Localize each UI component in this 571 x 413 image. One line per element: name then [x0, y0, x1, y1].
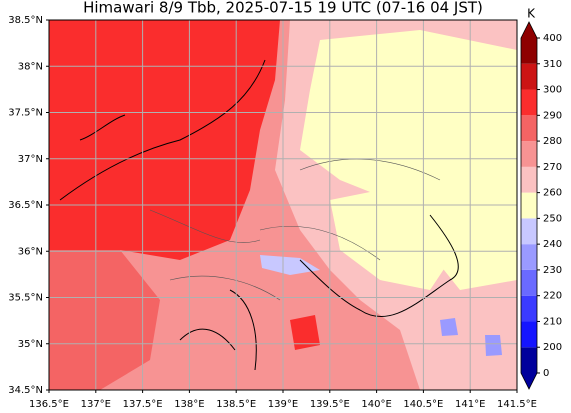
- lat-tick-label: 35°N: [18, 339, 43, 350]
- colorbar-tick-label: 0: [543, 368, 549, 379]
- lon-tick-label: 141.5°E: [497, 399, 537, 409]
- lat-tick-label: 36.5°N: [8, 200, 43, 211]
- title: Himawari 8/9 Tbb, 2025-07-15 19 UTC (07-…: [83, 0, 483, 17]
- lon-tick-label: 140°E: [361, 399, 391, 409]
- colorbar-segment: [521, 141, 537, 167]
- colorbar-segment: [521, 321, 537, 348]
- colorbar-segment: [521, 347, 537, 373]
- lon-tick-label: 141°E: [455, 399, 485, 409]
- colorbar-segment: [521, 63, 537, 90]
- lat-tick-label: 37.5°N: [8, 108, 43, 119]
- lat-tick-label: 38.5°N: [8, 15, 43, 26]
- lat-tick-label: 34.5°N: [8, 385, 43, 396]
- colorbar-tick-label: 230: [543, 265, 562, 276]
- lon-tick-label: 138.5°E: [216, 399, 256, 409]
- colorbar-tick-label: 290: [543, 110, 562, 121]
- colorbar-extend-top: [521, 22, 537, 38]
- coastline: [59, 59, 459, 371]
- lon-tick-label: 140.5°E: [403, 399, 443, 409]
- colorbar-segment: [521, 115, 537, 142]
- lat-tick-label: 37°N: [18, 154, 43, 165]
- field-cold: [330, 190, 450, 290]
- colorbar-extend-bottom: [521, 373, 537, 389]
- colorbar-tick-label: 210: [543, 316, 562, 327]
- field-cloud: [485, 335, 502, 356]
- lat-tick-label: 35.5°N: [8, 293, 43, 304]
- prefecture-border: [149, 158, 441, 301]
- colorbar-tick-label: 260: [543, 188, 562, 199]
- field-cold: [300, 30, 517, 290]
- colorbar-segment: [521, 89, 537, 116]
- lon-tick-label: 137°E: [81, 399, 111, 409]
- colorbar-segment: [521, 269, 537, 296]
- field-warm: [290, 315, 320, 350]
- colorbar-segment: [521, 218, 537, 245]
- field-warm: [49, 20, 280, 260]
- lon-tick-label: 138°E: [174, 399, 204, 409]
- colorbar-tick-label: 250: [543, 213, 562, 224]
- lon-tick-label: 139.5°E: [310, 399, 350, 409]
- lat-tick-label: 36°N: [18, 246, 43, 257]
- colorbar-tick-label: 240: [543, 239, 562, 250]
- lat-tick-label: 38°N: [18, 61, 43, 72]
- colorbar-segment: [521, 295, 537, 322]
- lon-tick-label: 136.5°E: [29, 399, 69, 409]
- lon-tick-label: 137.5°E: [123, 399, 163, 409]
- colorbar-segment: [521, 192, 537, 219]
- colorbar-tick-label: 270: [543, 162, 562, 173]
- colorbar-tick-label: 280: [543, 136, 562, 147]
- field-cloud: [440, 318, 458, 336]
- colorbar-segment: [521, 38, 537, 64]
- colorbar-segment: [521, 166, 537, 193]
- colorbar-tick-label: 310: [543, 59, 562, 70]
- colorbar-segment: [521, 244, 537, 270]
- colorbar-tick-label: 300: [543, 85, 562, 96]
- lon-tick-label: 139°E: [268, 399, 298, 409]
- colorbar-tick-label: 220: [543, 291, 562, 302]
- colorbar-tick-label: 400: [543, 33, 562, 44]
- field-mid: [49, 250, 160, 390]
- colorbar-unit: K: [527, 7, 536, 21]
- field-cloud: [260, 255, 320, 275]
- colorbar-tick-label: 200: [543, 342, 562, 353]
